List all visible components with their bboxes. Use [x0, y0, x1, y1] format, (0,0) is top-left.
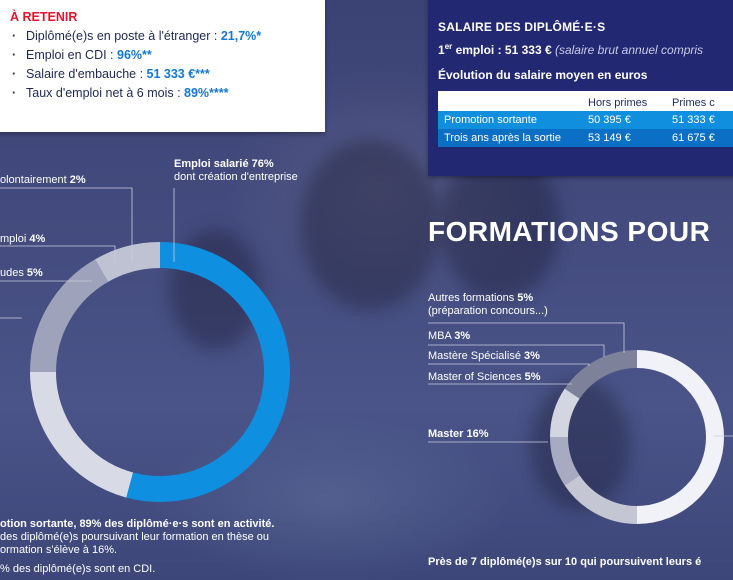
key-facts-list: Diplômé(e)s en poste à l'étranger : 21,7…: [10, 27, 311, 103]
label-emploi: mploi 4%: [0, 233, 46, 245]
table-cell: 61 675 €: [666, 129, 733, 147]
label-master: Master 16%: [428, 428, 489, 440]
table-header-cell: [438, 91, 582, 111]
label-mastere-specialise: Mastère Spécialisé 3%: [428, 350, 540, 362]
table-cell: Trois ans après la sortie: [438, 129, 582, 147]
label-mba: MBA 3%: [428, 330, 471, 342]
key-fact-item: Taux d'emploi net à 6 mois : 89%****: [10, 84, 311, 103]
summary-formation: ormation s'élève à 16%.: [0, 544, 118, 556]
salary-box: SALAIRE DES DIPLÔMÉ·E·S 1er emploi : 51 …: [428, 0, 733, 176]
table-cell: 53 149 €: [582, 129, 666, 147]
first-job-salary: 1er emploi : 51 333 € (salaire brut annu…: [438, 42, 704, 57]
table-row: Trois ans après la sortie 53 149 € 61 67…: [438, 129, 733, 147]
summary-cdi: % des diplômé(e)s sont en CDI.: [0, 563, 156, 575]
key-fact-item: Salaire d'embauche : 51 333 €***: [10, 65, 311, 84]
table-cell: 51 333 €: [666, 111, 733, 129]
label-autres-formations: Autres formations 5% (préparation concour…: [428, 292, 548, 317]
salary-table: Hors primes Primes c Promotion sortante …: [438, 91, 733, 147]
label-etudes: udes 5%: [0, 267, 43, 279]
table-cell: 50 395 €: [582, 111, 666, 129]
key-fact-item: Emploi en CDI : 96%**: [10, 46, 311, 65]
label-master-of-sciences: Master of Sciences 5%: [428, 371, 541, 383]
key-facts-box: À RETENIR Diplômé(e)s en poste à l'étran…: [0, 0, 325, 132]
key-fact-item: Diplômé(e)s en poste à l'étranger : 21,7…: [10, 27, 311, 46]
formations-heading: FORMATIONS POUR: [428, 216, 711, 247]
summary-studies: Près de 7 diplômé(e)s sur 10 qui poursui…: [428, 556, 702, 568]
label-volontairement: olontairement 2%: [0, 174, 86, 186]
key-facts-title: À RETENIR: [10, 10, 78, 24]
table-header-cell: Hors primes: [582, 91, 666, 111]
salary-evolution-title: Évolution du salaire moyen en euros: [438, 68, 648, 82]
summary-thesis: des diplômé(e)s poursuivant leur formati…: [0, 531, 270, 543]
salary-title: SALAIRE DES DIPLÔMÉ·E·S: [438, 20, 606, 34]
summary-activity: otion sortante, 89% des diplômé·e·s sont…: [0, 518, 275, 530]
table-header-cell: Primes c: [666, 91, 733, 111]
table-row: Promotion sortante 50 395 € 51 333 €: [438, 111, 733, 129]
label-emploi-salarie: Emploi salarié 76% dont création d'entrep…: [174, 158, 298, 183]
table-cell: Promotion sortante: [438, 111, 582, 129]
